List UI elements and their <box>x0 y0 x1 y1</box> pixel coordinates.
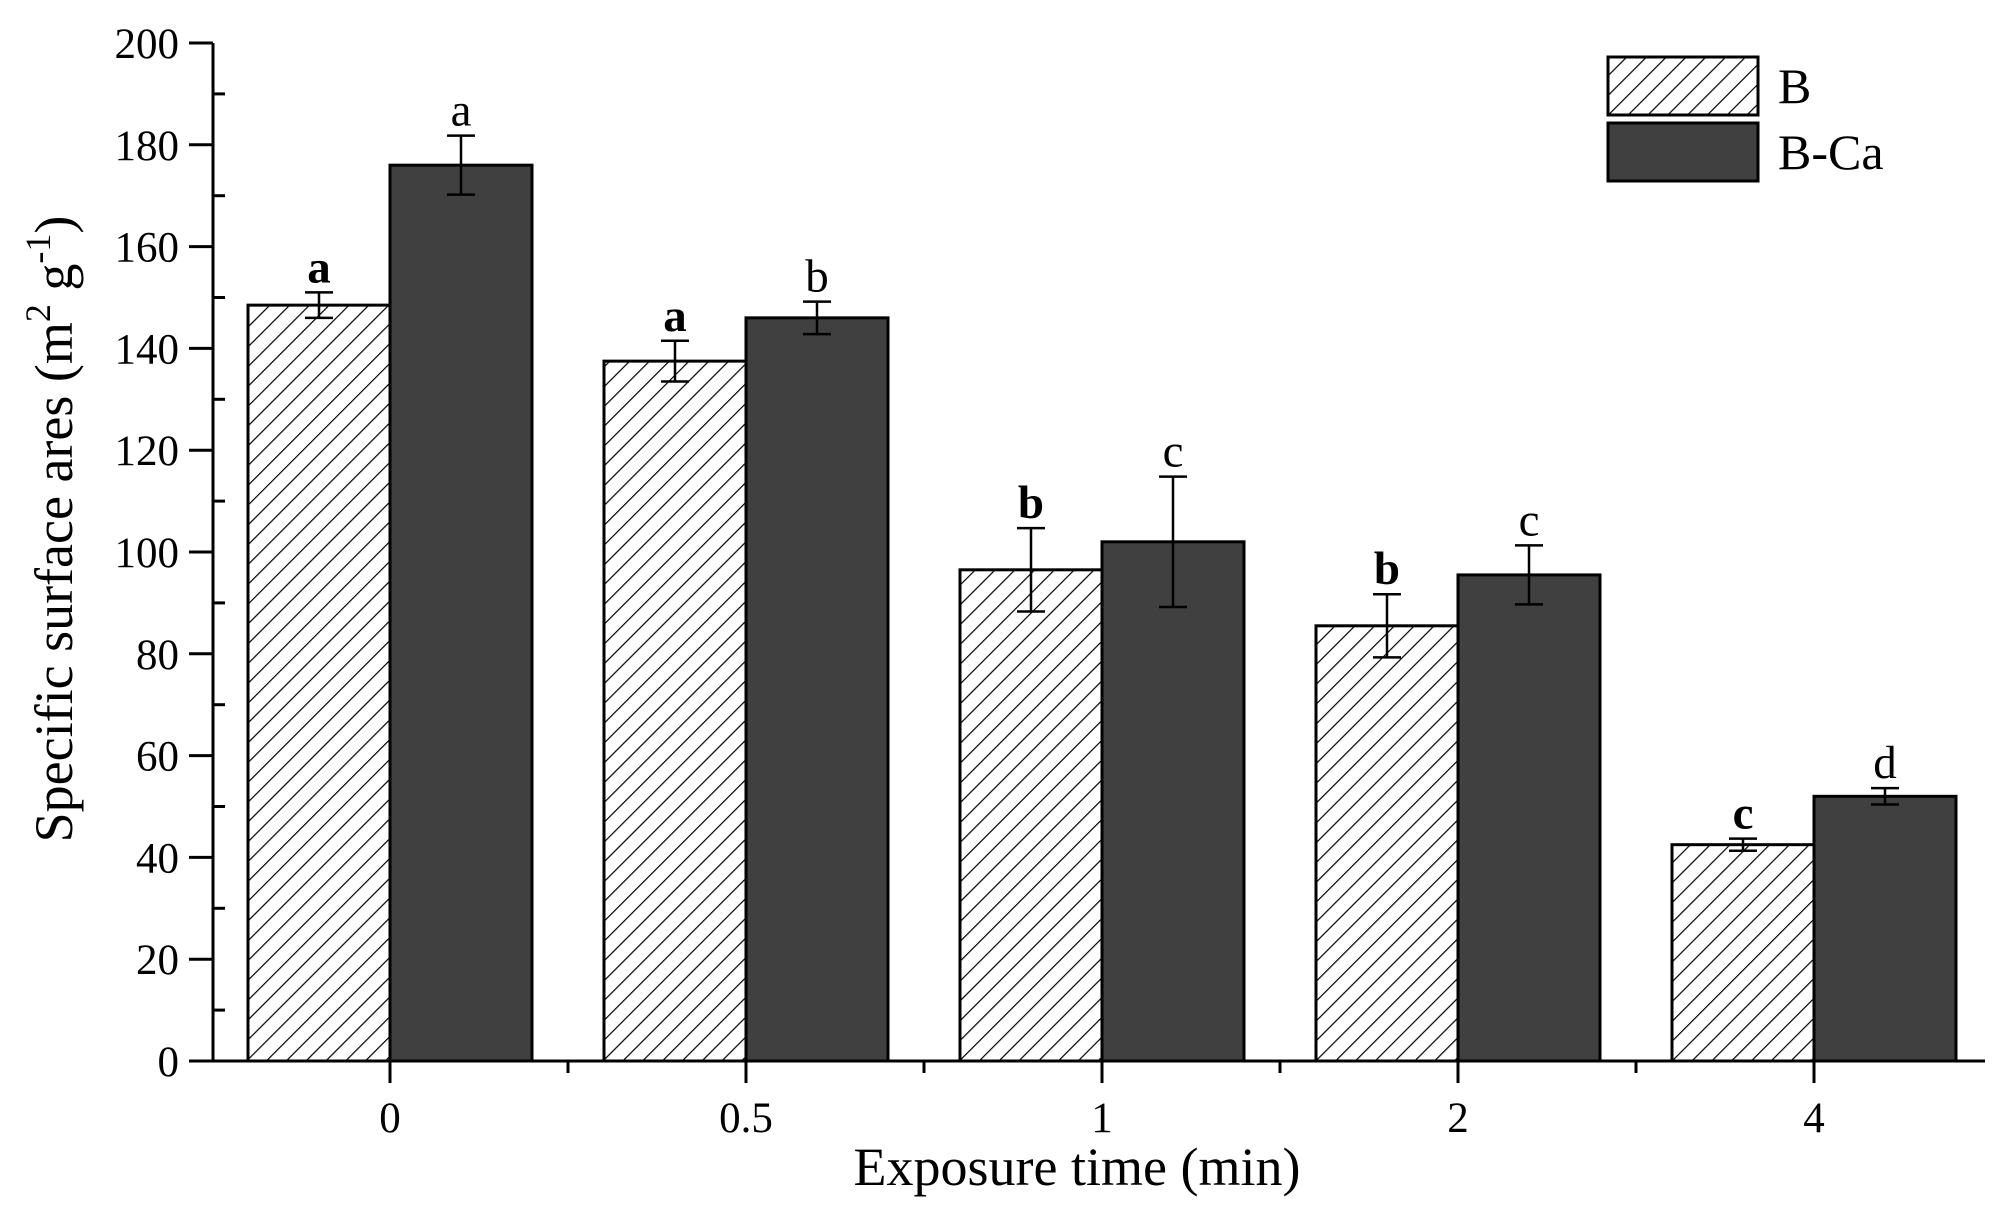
y-tick-label: 100 <box>115 530 180 577</box>
significance-label: b <box>1018 477 1044 529</box>
y-tick-label: 180 <box>115 123 180 170</box>
significance-label: b <box>1374 543 1400 595</box>
x-tick-label: 2 <box>1447 1095 1469 1142</box>
legend-label: B-Ca <box>1778 124 1884 180</box>
significance-labels-group: a a b b c a b c c d <box>307 85 1897 840</box>
legend-swatch <box>1606 55 1760 117</box>
bar <box>1456 573 1602 1063</box>
bar <box>1670 843 1816 1063</box>
y-tick-label: 0 <box>158 1039 180 1086</box>
y-tick-label: 20 <box>136 937 179 984</box>
significance-label: c <box>1163 426 1184 478</box>
legend-label: B <box>1778 58 1811 114</box>
bar <box>602 359 748 1063</box>
significance-label: c <box>1733 788 1754 840</box>
y-tick-label: 160 <box>115 225 180 272</box>
y-axis-title-sup2: -1 <box>18 234 58 264</box>
y-tick-label: 200 <box>115 21 180 68</box>
legend: B B-Ca <box>1606 55 1884 183</box>
significance-label: a <box>663 290 687 342</box>
bars-group <box>246 163 1958 1063</box>
legend-swatch <box>1606 121 1760 183</box>
bar <box>1812 794 1958 1063</box>
significance-label: c <box>1519 494 1540 546</box>
significance-label: a <box>451 85 472 137</box>
bar <box>1100 540 1246 1063</box>
x-tick-label: 0 <box>379 1095 401 1142</box>
bar <box>388 163 534 1063</box>
y-tick-label: 140 <box>115 326 180 373</box>
significance-label: d <box>1873 737 1897 789</box>
y-axis-title-end: ) <box>24 216 84 234</box>
y-tick-label: 80 <box>136 632 179 679</box>
x-tick-label: 1 <box>1091 1095 1113 1142</box>
bar <box>246 303 392 1063</box>
bar <box>744 316 890 1063</box>
y-tick-label: 60 <box>136 734 179 781</box>
x-tick-label: 0.5 <box>719 1095 773 1142</box>
bar <box>1314 624 1460 1063</box>
error-bars-group <box>305 134 1899 853</box>
y-axis-title-mid: g <box>24 264 84 305</box>
significance-label: a <box>307 241 331 293</box>
bar <box>958 568 1104 1063</box>
y-tick-label: 40 <box>136 835 179 882</box>
y-axis-title-main: Specific surface ares (m <box>24 322 84 842</box>
x-tick-label: 4 <box>1803 1095 1825 1142</box>
y-tick-label: 120 <box>115 428 180 475</box>
y-axis-title-sup1: 2 <box>18 304 58 322</box>
y-axis-title: Specific surface ares (m2 g-1) <box>18 216 84 843</box>
x-axis-title: Exposure time (min) <box>854 1137 1301 1197</box>
axes-group: 0 20 40 60 80 100 120 140 160 180 200 0 0.5 1 2 4 <box>115 21 1985 1142</box>
significance-label: b <box>805 251 829 303</box>
